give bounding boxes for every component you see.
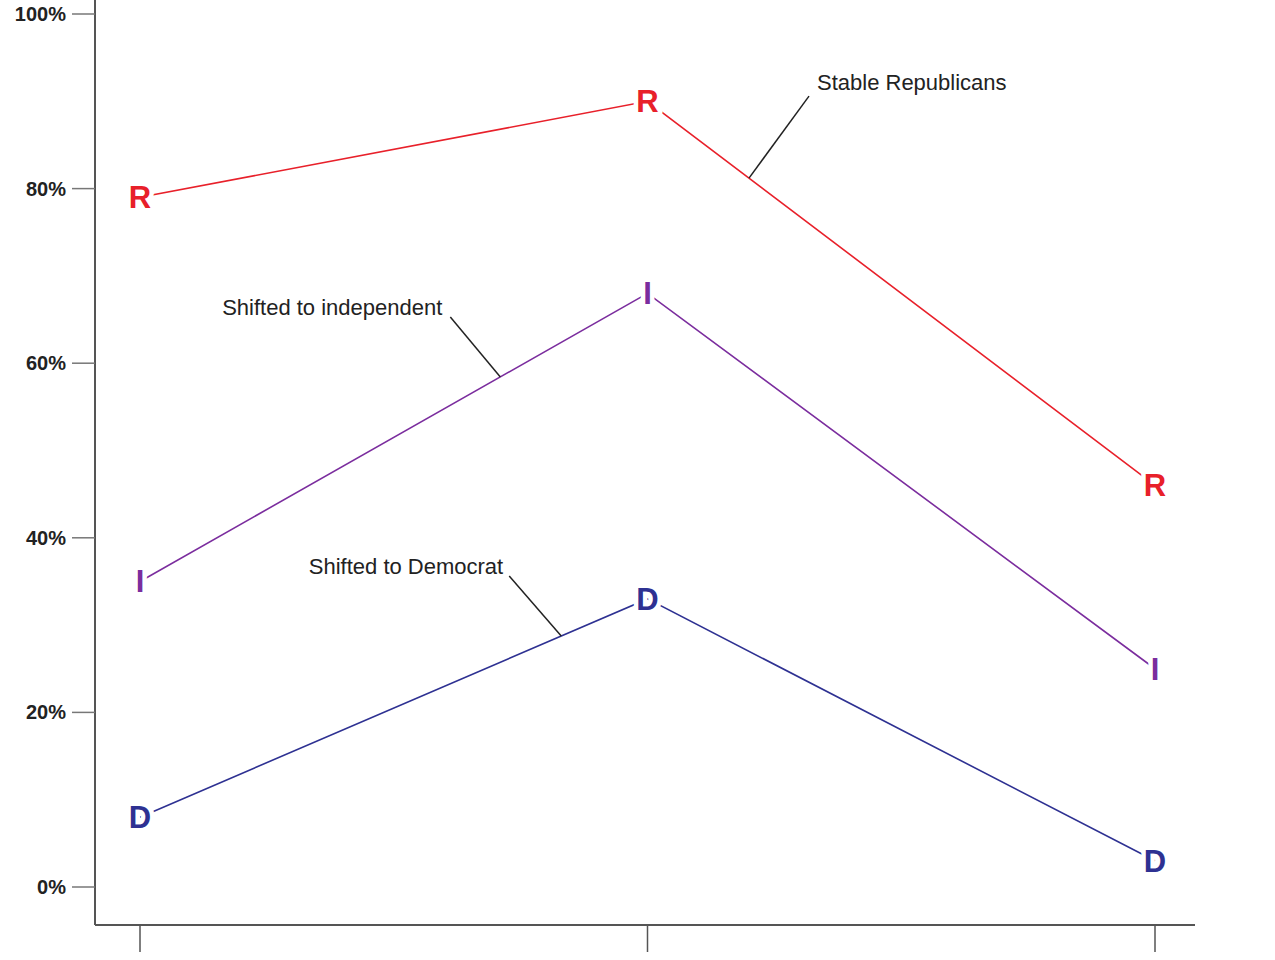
y-tick-label: 100% bbox=[15, 3, 66, 25]
callout-leader bbox=[749, 96, 809, 178]
y-axis bbox=[94, 0, 96, 925]
x-tick bbox=[139, 925, 141, 952]
callout-leader bbox=[450, 317, 500, 377]
marker-letter: I bbox=[643, 276, 652, 311]
series-line bbox=[140, 101, 1155, 485]
marker-letter: R bbox=[636, 84, 658, 119]
marker-letter: D bbox=[1144, 844, 1166, 879]
marker-letter: I bbox=[136, 564, 145, 599]
y-tick-label: 40% bbox=[26, 527, 66, 549]
markers: R R R I I I D D D bbox=[129, 84, 1166, 879]
x-axis bbox=[95, 924, 1195, 926]
series-line bbox=[140, 293, 1155, 668]
plot-area bbox=[140, 101, 1155, 861]
series-label: Stable Republicans bbox=[817, 70, 1007, 95]
y-tick-label: 0% bbox=[37, 876, 66, 898]
series-label: Shifted to Democrat bbox=[309, 554, 503, 579]
y-tick bbox=[72, 886, 95, 888]
chart: 0% 20% 40% 60% 80% 100% R R R I I I D D D Stable Republ… bbox=[0, 0, 1275, 960]
marker-letter: R bbox=[129, 180, 151, 215]
y-tick bbox=[72, 537, 95, 539]
callout-leader bbox=[509, 576, 561, 636]
chart-root: 0% 20% 40% 60% 80% 100% R R R I I I D D D Stable Republ… bbox=[0, 0, 1275, 960]
y-tick bbox=[72, 712, 95, 714]
y-tick-label: 80% bbox=[26, 178, 66, 200]
series-label: Shifted to independent bbox=[222, 295, 442, 320]
marker-letter: I bbox=[1151, 652, 1160, 687]
marker-letter: D bbox=[129, 800, 151, 835]
y-tick-label: 20% bbox=[26, 701, 66, 723]
x-tick bbox=[1154, 925, 1156, 952]
marker-letter: R bbox=[1144, 468, 1166, 503]
x-tick bbox=[647, 925, 649, 952]
y-tick bbox=[72, 362, 95, 364]
series-line bbox=[140, 599, 1155, 861]
marker-letter: D bbox=[636, 582, 658, 617]
y-tick bbox=[72, 188, 95, 190]
y-tick-label: 60% bbox=[26, 352, 66, 374]
y-tick bbox=[72, 13, 95, 15]
